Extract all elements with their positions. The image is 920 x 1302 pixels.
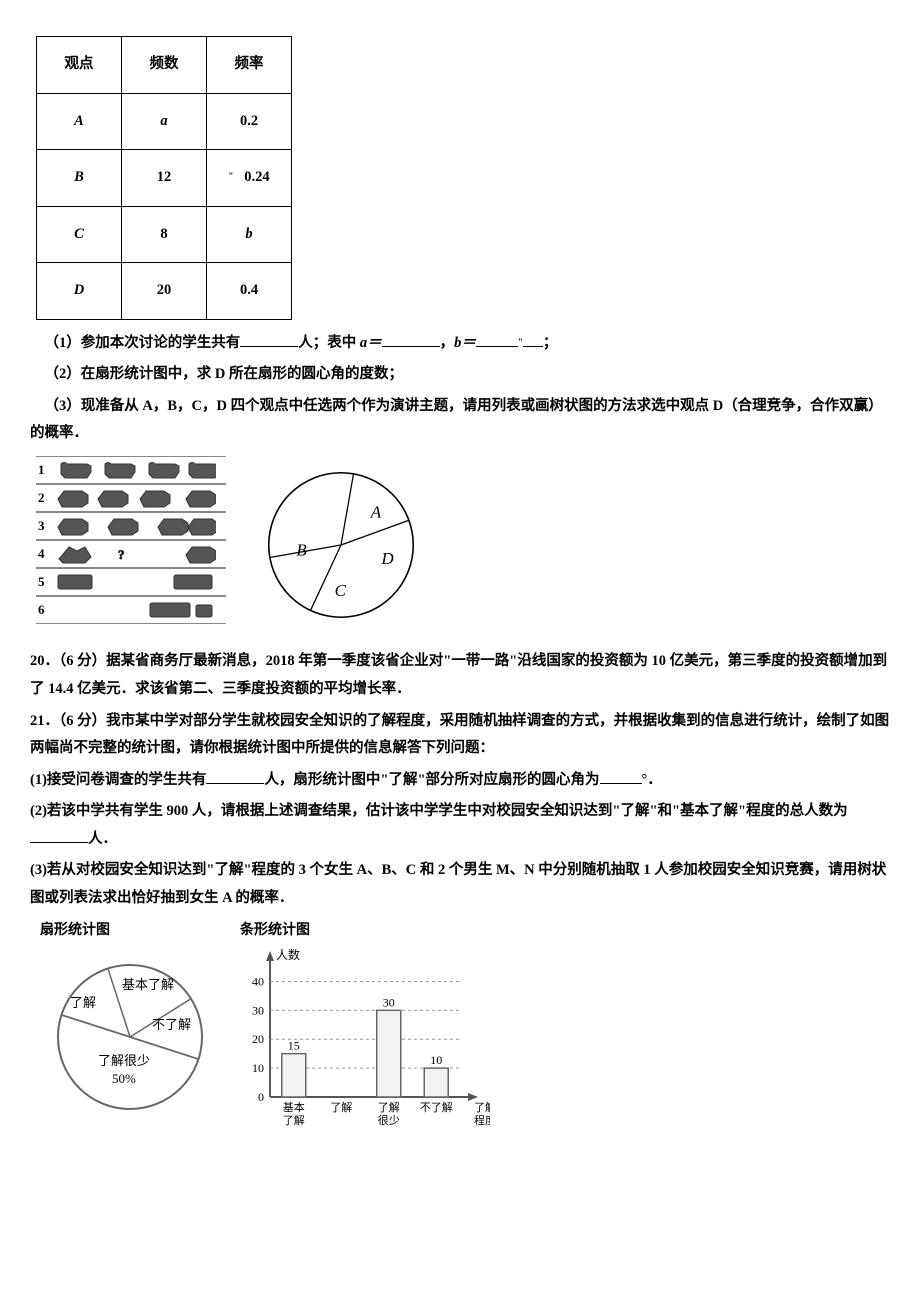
pie2-label-no: 不了解: [152, 1017, 191, 1032]
cell-rate: 0.2: [207, 93, 292, 150]
q1-part1: （1）参加本次讨论的学生共有人；表中 a＝，b＝"；: [30, 330, 890, 358]
pie2-label-know: 了解: [70, 995, 96, 1010]
cell-freq: a: [122, 93, 207, 150]
pie2-label-little1: 了解很少: [98, 1053, 150, 1068]
svg-text:15: 15: [288, 1039, 300, 1053]
q21-p2: (2)若该中学共有学生 900 人，请根据上述调查结果，估计该中学学生中对校园安…: [30, 798, 890, 853]
pie-label-a: A: [370, 502, 382, 521]
svg-text:了解: 了解: [330, 1100, 352, 1114]
q1-part2: （2）在扇形统计图中，求 D 所在扇形的圆心角的度数；: [30, 361, 890, 389]
table-row: A a 0.2: [37, 93, 292, 150]
table-header-row: 观点 频数 频率: [37, 37, 292, 94]
cell-view: B: [37, 150, 122, 207]
cell-view: C: [37, 206, 122, 263]
svg-text:30: 30: [383, 995, 395, 1009]
cell-view: A: [37, 93, 122, 150]
bar-chart-understanding: 条形统计图 人数01020304015基本了解了解30了解很少10不了解了解程度: [240, 918, 490, 1147]
q21-p1: (1)接受问卷调查的学生共有人，扇形统计图中"了解"部分所对应扇形的圆心角为°．: [30, 767, 890, 795]
q21-lead: 21．（6 分）我市某中学对部分学生就校园安全知识的了解程度，采用随机抽样调查的…: [30, 708, 890, 763]
blank-surveyed: [206, 768, 264, 784]
svg-text:0: 0: [258, 1090, 264, 1104]
blank-angle: [600, 768, 642, 784]
q1-part3: （3）现准备从 A，B，C，D 四个观点中任选两个作为演讲主题，请用列表或画树状…: [30, 393, 890, 448]
blank-est: [30, 827, 88, 843]
svg-text:了解: 了解: [474, 1100, 490, 1114]
pie2-label-little2: 50%: [112, 1071, 136, 1086]
svg-text:10: 10: [430, 1053, 442, 1067]
table-row: D 20 0.4: [37, 263, 292, 320]
svg-text:40: 40: [252, 974, 264, 988]
frequency-table: 观点 频数 频率 A a 0.2 B 12 " 0.24 C 8 b D 20 …: [36, 36, 292, 320]
horse-strip-icon: [56, 571, 216, 593]
svg-text:?: ?: [118, 547, 125, 562]
pie-label-b: B: [296, 541, 307, 560]
pie-chart-understanding: 扇形统计图 基本了解 了解 不了解 了解很少 50%: [40, 918, 220, 1137]
table-row: C 8 b: [37, 206, 292, 263]
svg-text:了解: 了解: [378, 1100, 400, 1114]
blank-a: [382, 331, 440, 347]
svg-text:20: 20: [252, 1032, 264, 1046]
cell-rate: b: [207, 206, 292, 263]
svg-text:30: 30: [252, 1003, 264, 1017]
svg-text:程度: 程度: [474, 1113, 490, 1127]
cell-freq: 20: [122, 263, 207, 320]
blank-b: [476, 331, 518, 347]
col-view: 观点: [37, 37, 122, 94]
pie-label-c: C: [335, 581, 347, 600]
horses-figure: 1 2 3: [36, 456, 226, 624]
svg-text:基本: 基本: [283, 1100, 305, 1114]
horse-strip-icon: ?: [56, 543, 216, 565]
pie-label-d: D: [380, 549, 394, 568]
cell-freq: 12: [122, 150, 207, 207]
col-freq: 频数: [122, 37, 207, 94]
figure-row-1: 1 2 3: [36, 456, 890, 641]
charts-row: 扇形统计图 基本了解 了解 不了解 了解很少 50% 条形统计图 人数01020…: [40, 918, 890, 1147]
svg-text:很少: 很少: [378, 1113, 400, 1127]
blank-total: [240, 331, 298, 347]
bar-title: 条形统计图: [240, 918, 490, 945]
svg-text:人数: 人数: [276, 947, 300, 962]
cell-rate: 0.4: [207, 263, 292, 320]
svg-text:了解: 了解: [283, 1113, 305, 1127]
horse-strip-icon: [56, 599, 216, 621]
horse-strip-icon: [56, 487, 216, 509]
q20: 20．（6 分）据某省商务厅最新消息，2018 年第一季度该省企业对"一带一路"…: [30, 648, 890, 703]
pie2-label-basic: 基本了解: [122, 977, 174, 992]
pie-chart-abcd: A D C B: [256, 460, 426, 641]
svg-text:不了解: 不了解: [420, 1100, 453, 1114]
horse-strip-icon: [56, 459, 216, 481]
col-rate: 频率: [207, 37, 292, 94]
svg-text:10: 10: [252, 1061, 264, 1075]
cell-rate: " 0.24: [207, 150, 292, 207]
horse-strip-icon: [56, 515, 216, 537]
cell-freq: 8: [122, 206, 207, 263]
table-row: B 12 " 0.24: [37, 150, 292, 207]
cell-view: D: [37, 263, 122, 320]
pie2-title: 扇形统计图: [40, 918, 220, 945]
blank-b2: [523, 331, 543, 347]
q21-p3: (3)若从对校园安全知识达到"了解"程度的 3 个女生 A、B、C 和 2 个男…: [30, 857, 890, 912]
